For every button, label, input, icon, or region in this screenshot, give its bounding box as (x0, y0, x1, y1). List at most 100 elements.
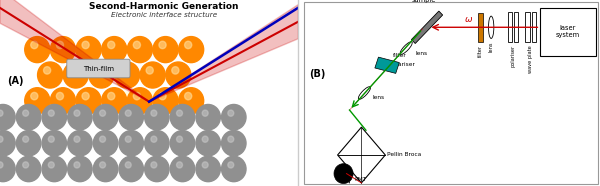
Text: polariser: polariser (390, 62, 416, 67)
Text: ω: ω (465, 15, 473, 24)
Circle shape (50, 88, 76, 114)
Circle shape (133, 92, 140, 100)
Circle shape (94, 156, 118, 182)
Circle shape (127, 88, 152, 114)
Text: wave plate: wave plate (529, 45, 533, 73)
Circle shape (94, 105, 118, 130)
Circle shape (100, 162, 106, 168)
Circle shape (151, 136, 157, 142)
Circle shape (159, 92, 166, 100)
Circle shape (145, 105, 169, 130)
Circle shape (179, 88, 203, 114)
Circle shape (0, 131, 15, 156)
Circle shape (94, 131, 118, 156)
Circle shape (176, 110, 182, 116)
Text: polariser: polariser (510, 45, 515, 67)
Circle shape (159, 41, 166, 49)
Circle shape (228, 136, 234, 142)
Text: laser
system: laser system (556, 25, 580, 38)
Circle shape (119, 156, 143, 182)
Text: lens: lens (488, 41, 494, 52)
Circle shape (145, 131, 169, 156)
FancyBboxPatch shape (304, 2, 598, 184)
Polygon shape (149, 5, 298, 102)
Circle shape (170, 131, 195, 156)
Ellipse shape (358, 87, 370, 99)
Circle shape (125, 110, 131, 116)
Circle shape (196, 156, 220, 182)
Circle shape (69, 67, 76, 74)
Circle shape (179, 37, 203, 63)
Text: filter: filter (478, 45, 483, 57)
Circle shape (170, 105, 195, 130)
Text: PMT: PMT (354, 177, 366, 182)
Circle shape (0, 105, 15, 130)
Circle shape (146, 67, 153, 74)
Circle shape (89, 62, 114, 88)
Polygon shape (375, 57, 400, 73)
Circle shape (16, 156, 41, 182)
Circle shape (16, 105, 41, 130)
Circle shape (74, 162, 80, 168)
Circle shape (101, 37, 127, 63)
Circle shape (0, 136, 3, 142)
Circle shape (42, 105, 67, 130)
Bar (526, 12, 530, 42)
Circle shape (202, 136, 208, 142)
Circle shape (16, 131, 41, 156)
Circle shape (107, 41, 115, 49)
Circle shape (140, 62, 165, 88)
Circle shape (334, 164, 353, 184)
Circle shape (221, 156, 246, 182)
Circle shape (68, 105, 92, 130)
Circle shape (0, 162, 3, 168)
Circle shape (74, 136, 80, 142)
Circle shape (228, 162, 234, 168)
Circle shape (42, 156, 67, 182)
Text: Pellin Broca: Pellin Broca (387, 153, 421, 158)
Circle shape (49, 110, 54, 116)
Circle shape (100, 136, 106, 142)
Circle shape (119, 131, 143, 156)
Circle shape (185, 92, 192, 100)
Circle shape (133, 41, 140, 49)
Polygon shape (0, 0, 149, 102)
Circle shape (76, 88, 101, 114)
Circle shape (0, 110, 3, 116)
Circle shape (38, 62, 62, 88)
Circle shape (56, 92, 64, 100)
Circle shape (151, 162, 157, 168)
Circle shape (176, 162, 182, 168)
Text: filter: filter (393, 53, 407, 58)
Text: Electronic interface structure: Electronic interface structure (111, 12, 217, 18)
Circle shape (221, 131, 246, 156)
Text: sample: sample (412, 0, 436, 3)
Text: (A): (A) (7, 76, 24, 86)
Circle shape (31, 41, 38, 49)
Circle shape (125, 136, 131, 142)
Circle shape (107, 92, 115, 100)
Circle shape (119, 105, 143, 130)
Text: lens: lens (415, 51, 427, 56)
Circle shape (151, 110, 157, 116)
Circle shape (101, 88, 127, 114)
Circle shape (100, 110, 106, 116)
Circle shape (202, 162, 208, 168)
Circle shape (23, 136, 29, 142)
Circle shape (76, 37, 101, 63)
Bar (532, 12, 536, 42)
FancyBboxPatch shape (541, 8, 596, 56)
Text: lens: lens (373, 95, 385, 100)
Circle shape (185, 41, 192, 49)
Circle shape (166, 62, 191, 88)
Circle shape (0, 156, 15, 182)
Circle shape (82, 92, 89, 100)
Circle shape (49, 136, 54, 142)
Circle shape (23, 162, 29, 168)
Ellipse shape (488, 16, 494, 39)
Circle shape (121, 67, 128, 74)
Circle shape (127, 37, 152, 63)
Text: Second-Harmonic Generation: Second-Harmonic Generation (89, 2, 239, 12)
Text: Thin-film: Thin-film (83, 65, 114, 71)
Ellipse shape (400, 42, 412, 54)
